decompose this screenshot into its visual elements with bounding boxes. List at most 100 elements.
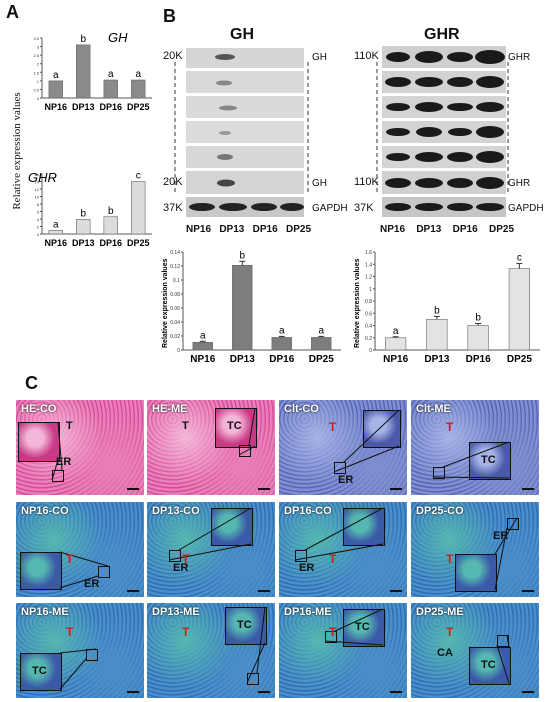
zoom-source-box <box>334 462 346 474</box>
y-tick-label: 6 <box>37 210 40 215</box>
significance-letter: a <box>393 326 399 337</box>
gh-bottom-mw: 20K <box>163 176 183 188</box>
tissue-annotation: T <box>182 552 190 566</box>
connector-line <box>59 575 99 589</box>
tissue-annotation: T <box>446 625 454 639</box>
connector-line <box>248 407 256 446</box>
y-tick-label: 3 <box>37 45 40 50</box>
tile-label: Clt-CO <box>284 403 319 415</box>
lane-label: NP16 <box>380 224 406 235</box>
panel-a-letter: A <box>6 2 19 22</box>
gh-blot-title: GH <box>230 26 254 43</box>
ghr-gapdh-mw: 37K <box>354 202 374 214</box>
zoom-connector <box>238 407 256 456</box>
y-tick-label: 2 <box>37 62 40 67</box>
lane-label: DP25 <box>285 224 311 235</box>
lane-label: DP16 <box>252 224 278 235</box>
zoom-source-box <box>433 467 445 479</box>
connector-line <box>333 445 400 473</box>
gh-quant-ylabel: Relative expression values <box>162 258 169 348</box>
tile-label: DP13-CO <box>152 505 200 517</box>
connector-line <box>294 543 384 561</box>
scale-bar <box>127 691 139 693</box>
bar <box>76 44 91 99</box>
significance-letter: b <box>80 34 86 45</box>
significance-letter: c <box>136 171 141 182</box>
panel-a-ghr-chart: 0 2 4 6 8 10 12 14 16 a NP16 b DP13 b DP16 c DP25 GHR <box>28 170 152 248</box>
bar <box>232 264 253 351</box>
histology-tile: DP25-CO T ER <box>411 502 539 597</box>
category-label: DP16 <box>99 102 122 112</box>
y-tick-label: 2.5 <box>33 53 39 58</box>
ghr-top-label: GHR <box>508 52 531 63</box>
zoom-inset <box>343 508 385 546</box>
zoom-source-box <box>98 566 110 578</box>
zoom-connector <box>496 634 510 684</box>
bar <box>311 337 332 351</box>
panel-c-letter: C <box>25 373 38 393</box>
bar <box>103 216 118 235</box>
y-tick-label: 1 <box>369 287 372 293</box>
significance-letter: b <box>108 206 114 217</box>
y-tick-label: 0.6 <box>365 311 372 317</box>
gh-western-blot <box>174 48 309 217</box>
panel-a-gh-chart: 0 0.5 1 1.5 2 2.5 3 3.5 a NP16 b DP13 a DP16 a DP25 GH <box>33 30 152 112</box>
tissue-annotation: TC <box>481 659 496 671</box>
significance-letter: a <box>279 325 285 336</box>
connector-line <box>178 507 252 551</box>
significance-letter: a <box>108 69 114 80</box>
gh-axis: 0 0.5 1 1.5 2 2.5 3 3.5 a NP16 b DP13 a DP16 a DP25 <box>33 34 152 112</box>
category-label: NP16 <box>383 354 408 365</box>
connector-line <box>506 634 510 648</box>
zoom-connector <box>168 507 252 561</box>
lane-label: NP16 <box>186 224 212 235</box>
tile-label: HE-ME <box>152 403 188 415</box>
zoom-inset <box>455 554 497 592</box>
zoom-inset <box>18 422 60 462</box>
ghr-bottom-label: GHR <box>508 178 531 189</box>
category-label: DP13 <box>230 354 255 365</box>
category-label: DP13 <box>424 354 449 365</box>
zoom-inset <box>343 609 385 647</box>
tile-label: DP16-CO <box>284 505 332 517</box>
ghr-bottom-mw: 110K <box>354 176 379 188</box>
connector-line <box>238 445 256 456</box>
ghr-axis: 0 2 4 6 8 10 12 14 16 a NP16 b DP13 b DP16 c DP25 <box>35 171 152 248</box>
tile-label: DP25-CO <box>416 505 464 517</box>
y-tick-label: 1.5 <box>33 70 39 75</box>
category-label: DP13 <box>72 238 95 248</box>
bar <box>48 80 63 99</box>
lane-label: DP16 <box>452 224 478 235</box>
histology-tile: DP13-ME T TC <box>147 603 275 698</box>
gh-chart-title: GH <box>108 30 128 45</box>
significance-letter: a <box>200 330 206 341</box>
connector-line <box>59 648 97 654</box>
connector-line <box>304 507 384 551</box>
scale-bar <box>127 590 139 592</box>
tissue-annotation: T <box>66 420 73 432</box>
panel-b-letter: B <box>163 6 176 26</box>
tissue-annotation: T <box>182 420 189 432</box>
zoom-source-box <box>169 550 181 562</box>
tissue-annotation: T <box>329 552 337 566</box>
scale-bar <box>258 488 270 490</box>
connector-line <box>432 476 510 479</box>
y-tick-label: 10 <box>35 195 40 200</box>
scale-bar <box>390 488 402 490</box>
tissue-annotation: ER <box>84 578 100 590</box>
tissue-annotation: TC <box>32 665 47 677</box>
lane-label: DP25 <box>488 224 514 235</box>
histology-tile: Clt-ME T TC <box>411 400 539 495</box>
connector-line <box>496 644 510 684</box>
histology-tile: HE-CO T ER <box>16 400 144 495</box>
lane-label: DP13 <box>416 224 442 235</box>
y-tick-label: 0.14 <box>170 250 180 256</box>
tissue-annotation: TC <box>355 621 370 633</box>
zoom-connector <box>246 606 266 684</box>
gh-lane-labels: NP16 DP13 DP16 DP25 <box>186 224 311 235</box>
y-tick-label: 8 <box>37 202 40 207</box>
bar <box>131 79 146 99</box>
histology-tile: DP25-ME T TC CA <box>411 603 539 698</box>
zoom-source-box <box>295 550 307 562</box>
tissue-annotation: ER <box>173 562 189 574</box>
